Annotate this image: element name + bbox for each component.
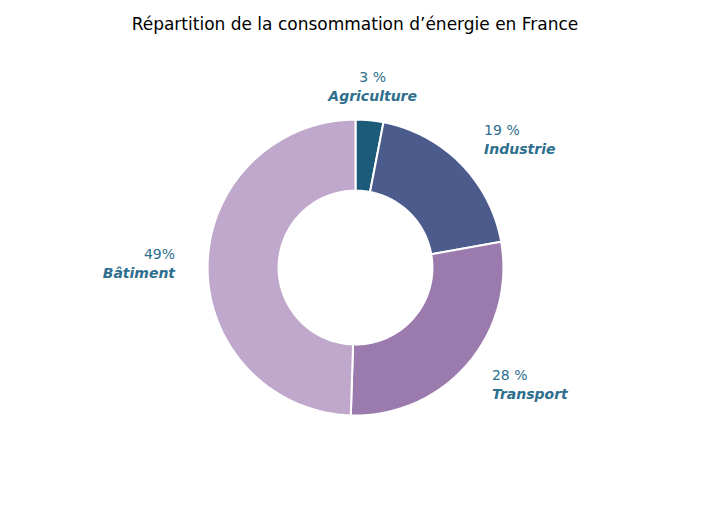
svg-text:28 %: 28 % xyxy=(492,367,528,383)
svg-text:Agriculture: Agriculture xyxy=(327,88,417,104)
html-text:Répartition de la consommation: Répartition de la consommation d’énergie… xyxy=(131,14,579,34)
svg-text:49%: 49% xyxy=(144,246,175,262)
svg-text:19 %: 19 % xyxy=(484,122,520,138)
svg-text:Transport: Transport xyxy=(492,386,569,402)
svg-text:Bâtiment: Bâtiment xyxy=(103,265,177,281)
svg-text:Industrie: Industrie xyxy=(484,141,555,157)
svg-text:3 %: 3 % xyxy=(359,69,386,85)
